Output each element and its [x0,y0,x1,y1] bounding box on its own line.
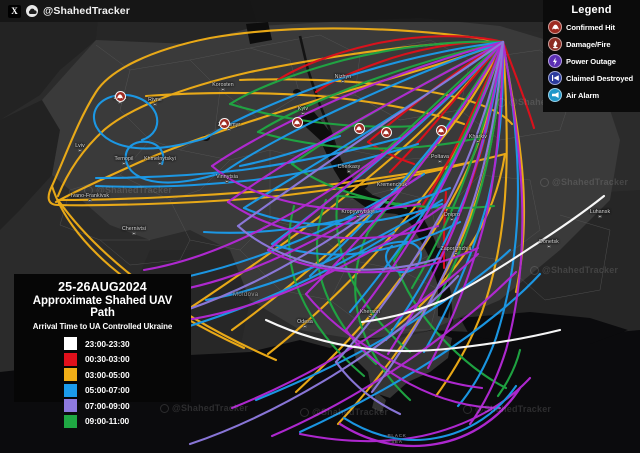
legend-label: Claimed Destroyed [566,73,634,83]
drone-down-icon [548,71,562,85]
confirmed-hit-marker[interactable] [353,122,365,134]
bolt-icon [548,54,562,68]
fire-icon [548,37,562,51]
color-swatch [64,414,77,428]
time-legend-list: 23:00-23:30 00:30-03:00 03:00-05:00 05:0… [22,337,183,428]
color-swatch [64,399,77,412]
x-logo-icon: X [8,4,21,18]
cloud-icon [26,5,38,17]
legend-label: Confirmed Hit [566,22,615,32]
cloud-glyph [28,8,37,14]
legend-item-confirmed-hit[interactable]: Confirmed Hit [548,20,635,34]
color-swatch [64,352,77,366]
siren-icon [548,88,562,102]
color-swatch [64,337,77,350]
legend-label: Air Alarm [566,90,600,100]
time-range-label: 07:00-09:00 [85,400,130,411]
time-legend-row[interactable]: 09:00-11:00 [64,414,183,428]
legend-item-claimed-destroyed[interactable]: Claimed Destroyed [548,71,635,85]
time-legend-row[interactable]: 07:00-09:00 [64,399,183,412]
legend-label: Power Outage [566,56,616,66]
color-swatch [64,368,77,381]
map-date-title: 25-26AUG2024 [58,280,147,294]
account-handle: @ShahedTracker [43,5,130,17]
legend-title: Legend [571,4,612,16]
color-swatch [64,383,77,397]
legend-label: Damage/Fire [566,39,611,49]
time-range-label: 03:00-05:00 [85,369,130,380]
time-range-label: 23:00-23:30 [85,338,130,349]
time-range-label: 05:00-07:00 [85,385,130,395]
map-caption: Arrival Time to UA Controlled Ukraine [32,322,173,331]
attribution-bar: X @ShahedTracker [0,0,640,22]
legend-panel: Legend Confirmed Hit Damage/Fire Power O… [543,0,640,112]
confirmed-hit-marker[interactable] [218,117,230,129]
map-subtitle: Approximate Shahed UAV Path [32,295,173,319]
explosion-icon [548,20,562,34]
time-legend-row[interactable]: 03:00-05:00 [64,368,183,381]
confirmed-hit-marker[interactable] [380,126,392,138]
legend-item-air-alarm[interactable]: Air Alarm [548,88,635,102]
confirmed-hit-marker[interactable] [114,90,126,102]
confirmed-hit-marker[interactable] [435,124,447,136]
time-range-label: 00:30-03:00 [85,354,130,364]
legend-item-power-outage[interactable]: Power Outage [548,54,635,68]
time-legend-row[interactable]: 05:00-07:00 [64,383,183,397]
time-legend-panel: 25-26AUG2024 Approximate Shahed UAV Path… [14,274,191,428]
time-range-label: 09:00-11:00 [85,416,130,426]
time-legend-row[interactable]: 23:00-23:30 [64,337,183,350]
legend-item-damage-fire[interactable]: Damage/Fire [548,37,635,51]
confirmed-hit-marker[interactable] [291,116,303,128]
time-legend-row[interactable]: 00:30-03:00 [64,352,183,366]
